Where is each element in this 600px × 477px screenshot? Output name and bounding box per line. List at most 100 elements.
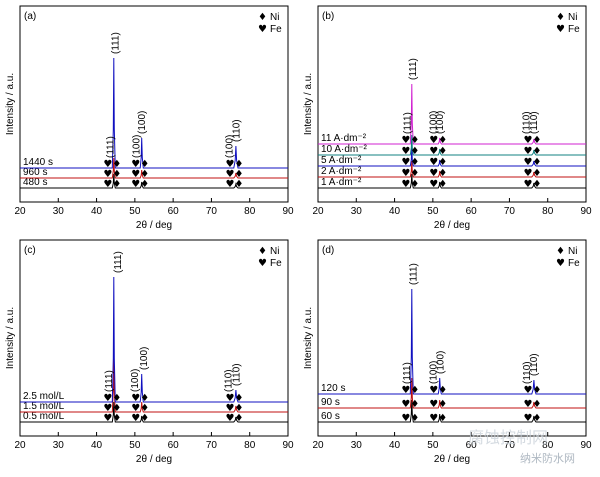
x-tick-label: 70 bbox=[206, 206, 218, 217]
panel-label: (d) bbox=[322, 245, 334, 256]
series-line bbox=[318, 160, 586, 178]
series-label: 60 s bbox=[321, 411, 340, 422]
ni-peak-marker: ♦ bbox=[532, 168, 541, 179]
ni-peak-marker: ♦ bbox=[140, 403, 149, 414]
fe-peak-marker: ♥ bbox=[429, 146, 438, 157]
hkl-label: (111) bbox=[408, 58, 419, 80]
series-label: 480 s bbox=[23, 177, 47, 188]
x-tick-label: 50 bbox=[129, 206, 141, 217]
series-label: 120 s bbox=[321, 383, 345, 394]
x-tick-label: 90 bbox=[580, 206, 592, 217]
fe-peak-marker: ♥ bbox=[401, 157, 410, 168]
ni-peak-marker: ♦ bbox=[234, 169, 243, 180]
hkl-label: (111) bbox=[402, 362, 413, 384]
x-tick-label: 80 bbox=[244, 440, 256, 451]
watermark-sub: 纳米防水网 bbox=[520, 451, 575, 465]
ni-peak-marker: ♦ bbox=[140, 169, 149, 180]
fe-peak-marker: ♥ bbox=[103, 413, 112, 424]
x-tick-label: 30 bbox=[53, 440, 65, 451]
hkl-label: (100) bbox=[436, 351, 447, 374]
ni-peak-marker: ♦ bbox=[410, 135, 419, 146]
series-label: 0.5 mol/L bbox=[23, 411, 65, 422]
ni-peak-marker: ♦ bbox=[112, 159, 121, 170]
fe-peak-marker: ♥ bbox=[429, 413, 438, 424]
hkl-label: (111) bbox=[105, 136, 116, 158]
series-line bbox=[318, 83, 586, 145]
series-label: 1.5 mol/L bbox=[23, 401, 65, 412]
fe-peak-marker: ♥ bbox=[401, 135, 410, 146]
fe-peak-marker: ♥ bbox=[523, 146, 532, 157]
hkl-label: (110) bbox=[529, 353, 540, 376]
x-axis-label: 2θ / deg bbox=[136, 454, 172, 465]
series-label: 11 A·dm⁻² bbox=[321, 133, 367, 144]
fe-peak-marker: ♥ bbox=[429, 179, 438, 190]
ni-peak-marker: ♦ bbox=[112, 169, 121, 180]
hkl-label: (110) bbox=[529, 111, 540, 134]
fe-peak-marker: ♥ bbox=[131, 413, 140, 424]
x-tick-label: 50 bbox=[427, 206, 439, 217]
fe-peak-marker: ♥ bbox=[131, 159, 140, 170]
ni-peak-marker: ♦ bbox=[140, 413, 149, 424]
series-line bbox=[20, 276, 288, 403]
x-tick-label: 90 bbox=[282, 206, 294, 217]
x-tick-label: 70 bbox=[504, 206, 516, 217]
series-line bbox=[318, 377, 586, 409]
x-tick-label: 40 bbox=[91, 206, 103, 217]
y-axis-label: Intensity / a.u. bbox=[5, 307, 16, 369]
fe-peak-marker: ♥ bbox=[131, 169, 140, 180]
hkl-label: (100) bbox=[224, 135, 235, 158]
ni-peak-marker: ♦ bbox=[532, 157, 541, 168]
ni-peak-marker: ♦ bbox=[438, 168, 447, 179]
fe-peak-marker: ♥ bbox=[523, 135, 532, 146]
hkl-label: (111) bbox=[403, 112, 414, 134]
legend-marker-fe: ♥ bbox=[556, 24, 565, 35]
legend-marker-ni: ♦ bbox=[556, 12, 565, 23]
fe-peak-marker: ♥ bbox=[523, 399, 532, 410]
ni-peak-marker: ♦ bbox=[140, 179, 149, 190]
hkl-label: (111) bbox=[408, 263, 419, 285]
fe-peak-marker: ♥ bbox=[225, 169, 234, 180]
legend-marker-fe: ♥ bbox=[556, 258, 565, 269]
series-label: 10 A·dm⁻² bbox=[321, 144, 368, 155]
watermark: 腐蚀控制网 纳米防水网 bbox=[468, 428, 575, 465]
panel-c: 20 30 40 50 60 70 80 90 2θ / deg Intensity / a.u.… bbox=[5, 239, 294, 465]
fe-peak-marker: ♥ bbox=[523, 385, 532, 396]
fe-peak-marker: ♥ bbox=[401, 179, 410, 190]
panel-label: (b) bbox=[322, 11, 334, 22]
fe-peak-marker: ♥ bbox=[429, 135, 438, 146]
x-tick-label: 80 bbox=[244, 206, 256, 217]
fe-peak-marker: ♥ bbox=[429, 168, 438, 179]
ni-peak-marker: ♦ bbox=[532, 146, 541, 157]
legend-label-fe: Fe bbox=[568, 258, 580, 269]
fe-peak-marker: ♥ bbox=[401, 413, 410, 424]
ni-peak-marker: ♦ bbox=[438, 179, 447, 190]
fe-peak-marker: ♥ bbox=[523, 413, 532, 424]
legend-marker-ni: ♦ bbox=[258, 12, 267, 23]
plot-frame bbox=[19, 5, 289, 203]
x-tick-label: 20 bbox=[312, 206, 324, 217]
hkl-label: (100) bbox=[139, 347, 150, 370]
ni-peak-marker: ♦ bbox=[410, 146, 419, 157]
y-axis-label: Intensity / a.u. bbox=[303, 307, 314, 369]
fe-peak-marker: ♥ bbox=[401, 168, 410, 179]
hkl-label: (110) bbox=[232, 363, 243, 386]
series-line bbox=[20, 157, 288, 179]
legend-label-ni: Ni bbox=[270, 12, 279, 23]
ni-peak-marker: ♦ bbox=[410, 157, 419, 168]
ni-peak-marker: ♦ bbox=[234, 413, 243, 424]
legend-label-fe: Fe bbox=[270, 24, 282, 35]
legend-marker-fe: ♥ bbox=[258, 258, 267, 269]
ni-peak-marker: ♦ bbox=[112, 413, 121, 424]
fe-peak-marker: ♥ bbox=[523, 168, 532, 179]
hkl-label: (100) bbox=[137, 111, 148, 134]
x-tick-label: 40 bbox=[389, 206, 401, 217]
legend-label-fe: Fe bbox=[270, 258, 282, 269]
ni-peak-marker: ♦ bbox=[234, 403, 243, 414]
ni-peak-marker: ♦ bbox=[438, 385, 447, 396]
fe-peak-marker: ♥ bbox=[103, 393, 112, 404]
series-line bbox=[318, 147, 586, 167]
fe-peak-marker: ♥ bbox=[429, 399, 438, 410]
panel-label: (a) bbox=[24, 11, 36, 22]
fe-peak-marker: ♥ bbox=[225, 403, 234, 414]
